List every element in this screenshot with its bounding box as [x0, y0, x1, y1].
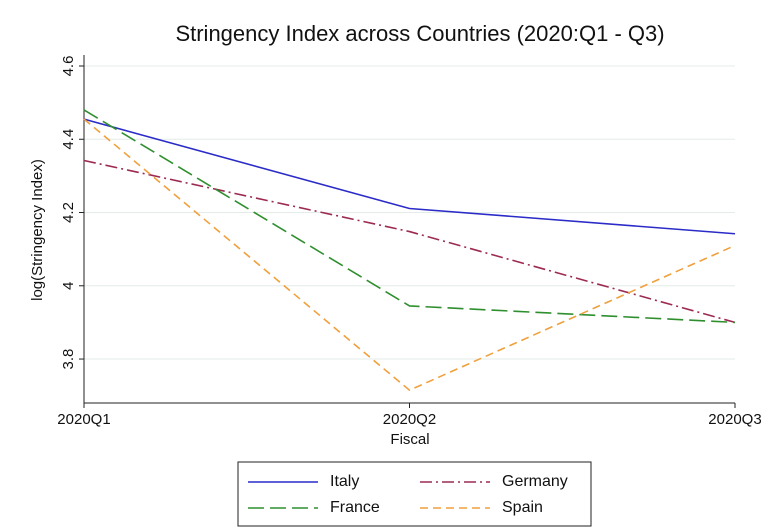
- series-line: [83, 118, 736, 235]
- series-line: [83, 109, 736, 324]
- legend-box: [237, 461, 592, 527]
- series-line: [83, 118, 736, 392]
- x-tick-label: 2020Q1: [57, 411, 110, 428]
- y-tick-label: 4.6: [60, 56, 77, 77]
- y-tick-label: 3.8: [60, 349, 77, 370]
- series-line: [83, 159, 736, 324]
- y-tick-label: 4: [60, 282, 77, 290]
- legend-label: Germany: [502, 473, 568, 490]
- y-tick-label: 4.4: [60, 129, 77, 150]
- x-tick-label: 2020Q2: [383, 411, 436, 428]
- x-tick-label: 2020Q3: [708, 411, 761, 428]
- y-tick-label: 4.2: [60, 202, 77, 223]
- legend-label: Spain: [502, 499, 543, 516]
- x-axis-label: Fiscal: [390, 431, 429, 448]
- y-axis-label: log(Stringency Index): [29, 159, 46, 301]
- legend-label: Italy: [330, 473, 359, 490]
- legend-label: France: [330, 499, 380, 516]
- chart-title: Stringency Index across Countries (2020:…: [175, 21, 664, 46]
